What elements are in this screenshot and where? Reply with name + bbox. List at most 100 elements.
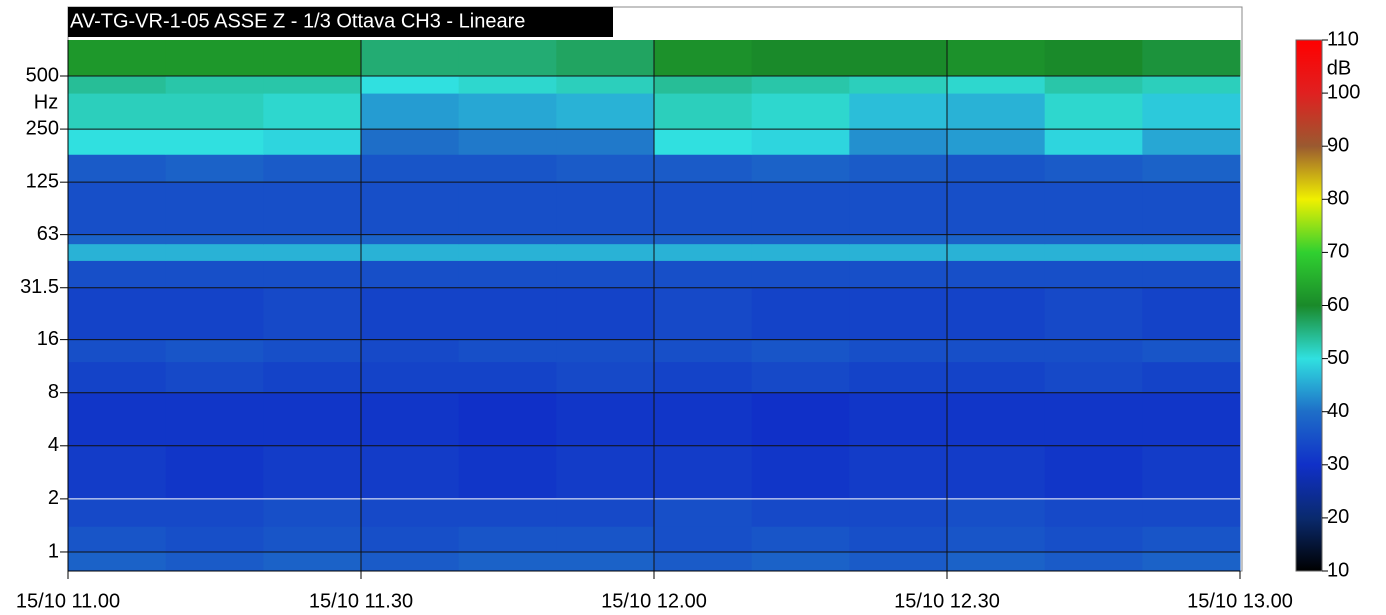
cell xyxy=(1142,40,1241,77)
cell xyxy=(361,40,460,77)
cell xyxy=(849,361,948,394)
cell xyxy=(263,392,362,447)
y-tick-label: 8 xyxy=(48,381,59,403)
cell xyxy=(947,339,1046,363)
cell xyxy=(263,129,362,155)
cell xyxy=(1142,75,1241,94)
colorbar-tick-label: 80 xyxy=(1327,188,1349,210)
cell xyxy=(1044,287,1143,341)
cell xyxy=(458,182,557,236)
cell xyxy=(1142,93,1241,130)
cell xyxy=(165,93,264,130)
cell xyxy=(654,75,753,94)
cell xyxy=(947,445,1046,500)
colorbar-tick-label: 10 xyxy=(1327,559,1349,581)
cell xyxy=(165,526,264,553)
y-tick-label: 125 xyxy=(26,170,59,192)
cell xyxy=(361,361,460,394)
cell xyxy=(68,361,167,394)
cell xyxy=(263,40,362,77)
cell xyxy=(947,551,1046,572)
cell xyxy=(263,243,362,261)
cell xyxy=(361,392,460,447)
cell xyxy=(68,260,167,289)
cell xyxy=(263,287,362,341)
cell xyxy=(165,243,264,261)
cell xyxy=(654,182,753,236)
cell xyxy=(1044,339,1143,363)
cell xyxy=(556,260,655,289)
cell xyxy=(263,75,362,94)
cell xyxy=(68,234,167,245)
cell xyxy=(1044,551,1143,572)
cell xyxy=(361,551,460,572)
cell xyxy=(458,361,557,394)
cell xyxy=(751,243,850,261)
cell xyxy=(68,75,167,94)
cell xyxy=(751,93,850,130)
cell xyxy=(458,93,557,130)
cell xyxy=(849,445,948,500)
cell xyxy=(849,392,948,447)
cell xyxy=(165,40,264,77)
cell xyxy=(1044,392,1143,447)
cell xyxy=(165,498,264,527)
cell xyxy=(947,93,1046,130)
cell xyxy=(947,75,1046,94)
cell xyxy=(947,154,1046,183)
cell xyxy=(849,287,948,341)
y-tick-label: 31.5 xyxy=(20,276,59,298)
cell xyxy=(654,154,753,183)
cell xyxy=(556,392,655,447)
cell xyxy=(458,75,557,94)
cell xyxy=(1142,339,1241,363)
cell xyxy=(1142,129,1241,155)
cell xyxy=(1142,287,1241,341)
cell xyxy=(654,93,753,130)
cell xyxy=(361,287,460,341)
cell xyxy=(165,339,264,363)
cell xyxy=(947,287,1046,341)
cell xyxy=(165,154,264,183)
cell xyxy=(1142,234,1241,245)
colorbar-tick-label: 90 xyxy=(1327,134,1349,156)
cell xyxy=(556,526,655,553)
cell xyxy=(947,243,1046,261)
cell xyxy=(556,445,655,500)
colorbar-label: dB xyxy=(1327,57,1351,79)
cell xyxy=(458,129,557,155)
colorbar-tick-label: 110 xyxy=(1327,28,1359,50)
cell xyxy=(849,182,948,236)
cell xyxy=(947,392,1046,447)
cell xyxy=(654,498,753,527)
cell xyxy=(556,93,655,130)
cell xyxy=(849,93,948,130)
cell xyxy=(1044,93,1143,130)
cell xyxy=(556,361,655,394)
cell xyxy=(458,260,557,289)
cell xyxy=(1044,40,1143,77)
cell xyxy=(556,40,655,77)
cell xyxy=(1044,234,1143,245)
cell xyxy=(849,551,948,572)
cell xyxy=(751,498,850,527)
cell xyxy=(1044,243,1143,261)
y-tick-label: 63 xyxy=(37,223,59,245)
cell xyxy=(68,339,167,363)
cell xyxy=(1142,260,1241,289)
cell xyxy=(556,154,655,183)
cell xyxy=(556,75,655,94)
cell xyxy=(263,260,362,289)
cell xyxy=(751,361,850,394)
y-tick-label: 1 xyxy=(48,540,59,562)
colorbar xyxy=(1295,39,1323,572)
cell xyxy=(947,361,1046,394)
cell xyxy=(165,445,264,500)
cell xyxy=(263,498,362,527)
cell xyxy=(654,129,753,155)
cell xyxy=(1142,498,1241,527)
cell xyxy=(68,243,167,261)
cell xyxy=(1044,129,1143,155)
cell xyxy=(68,526,167,553)
cell xyxy=(263,182,362,236)
